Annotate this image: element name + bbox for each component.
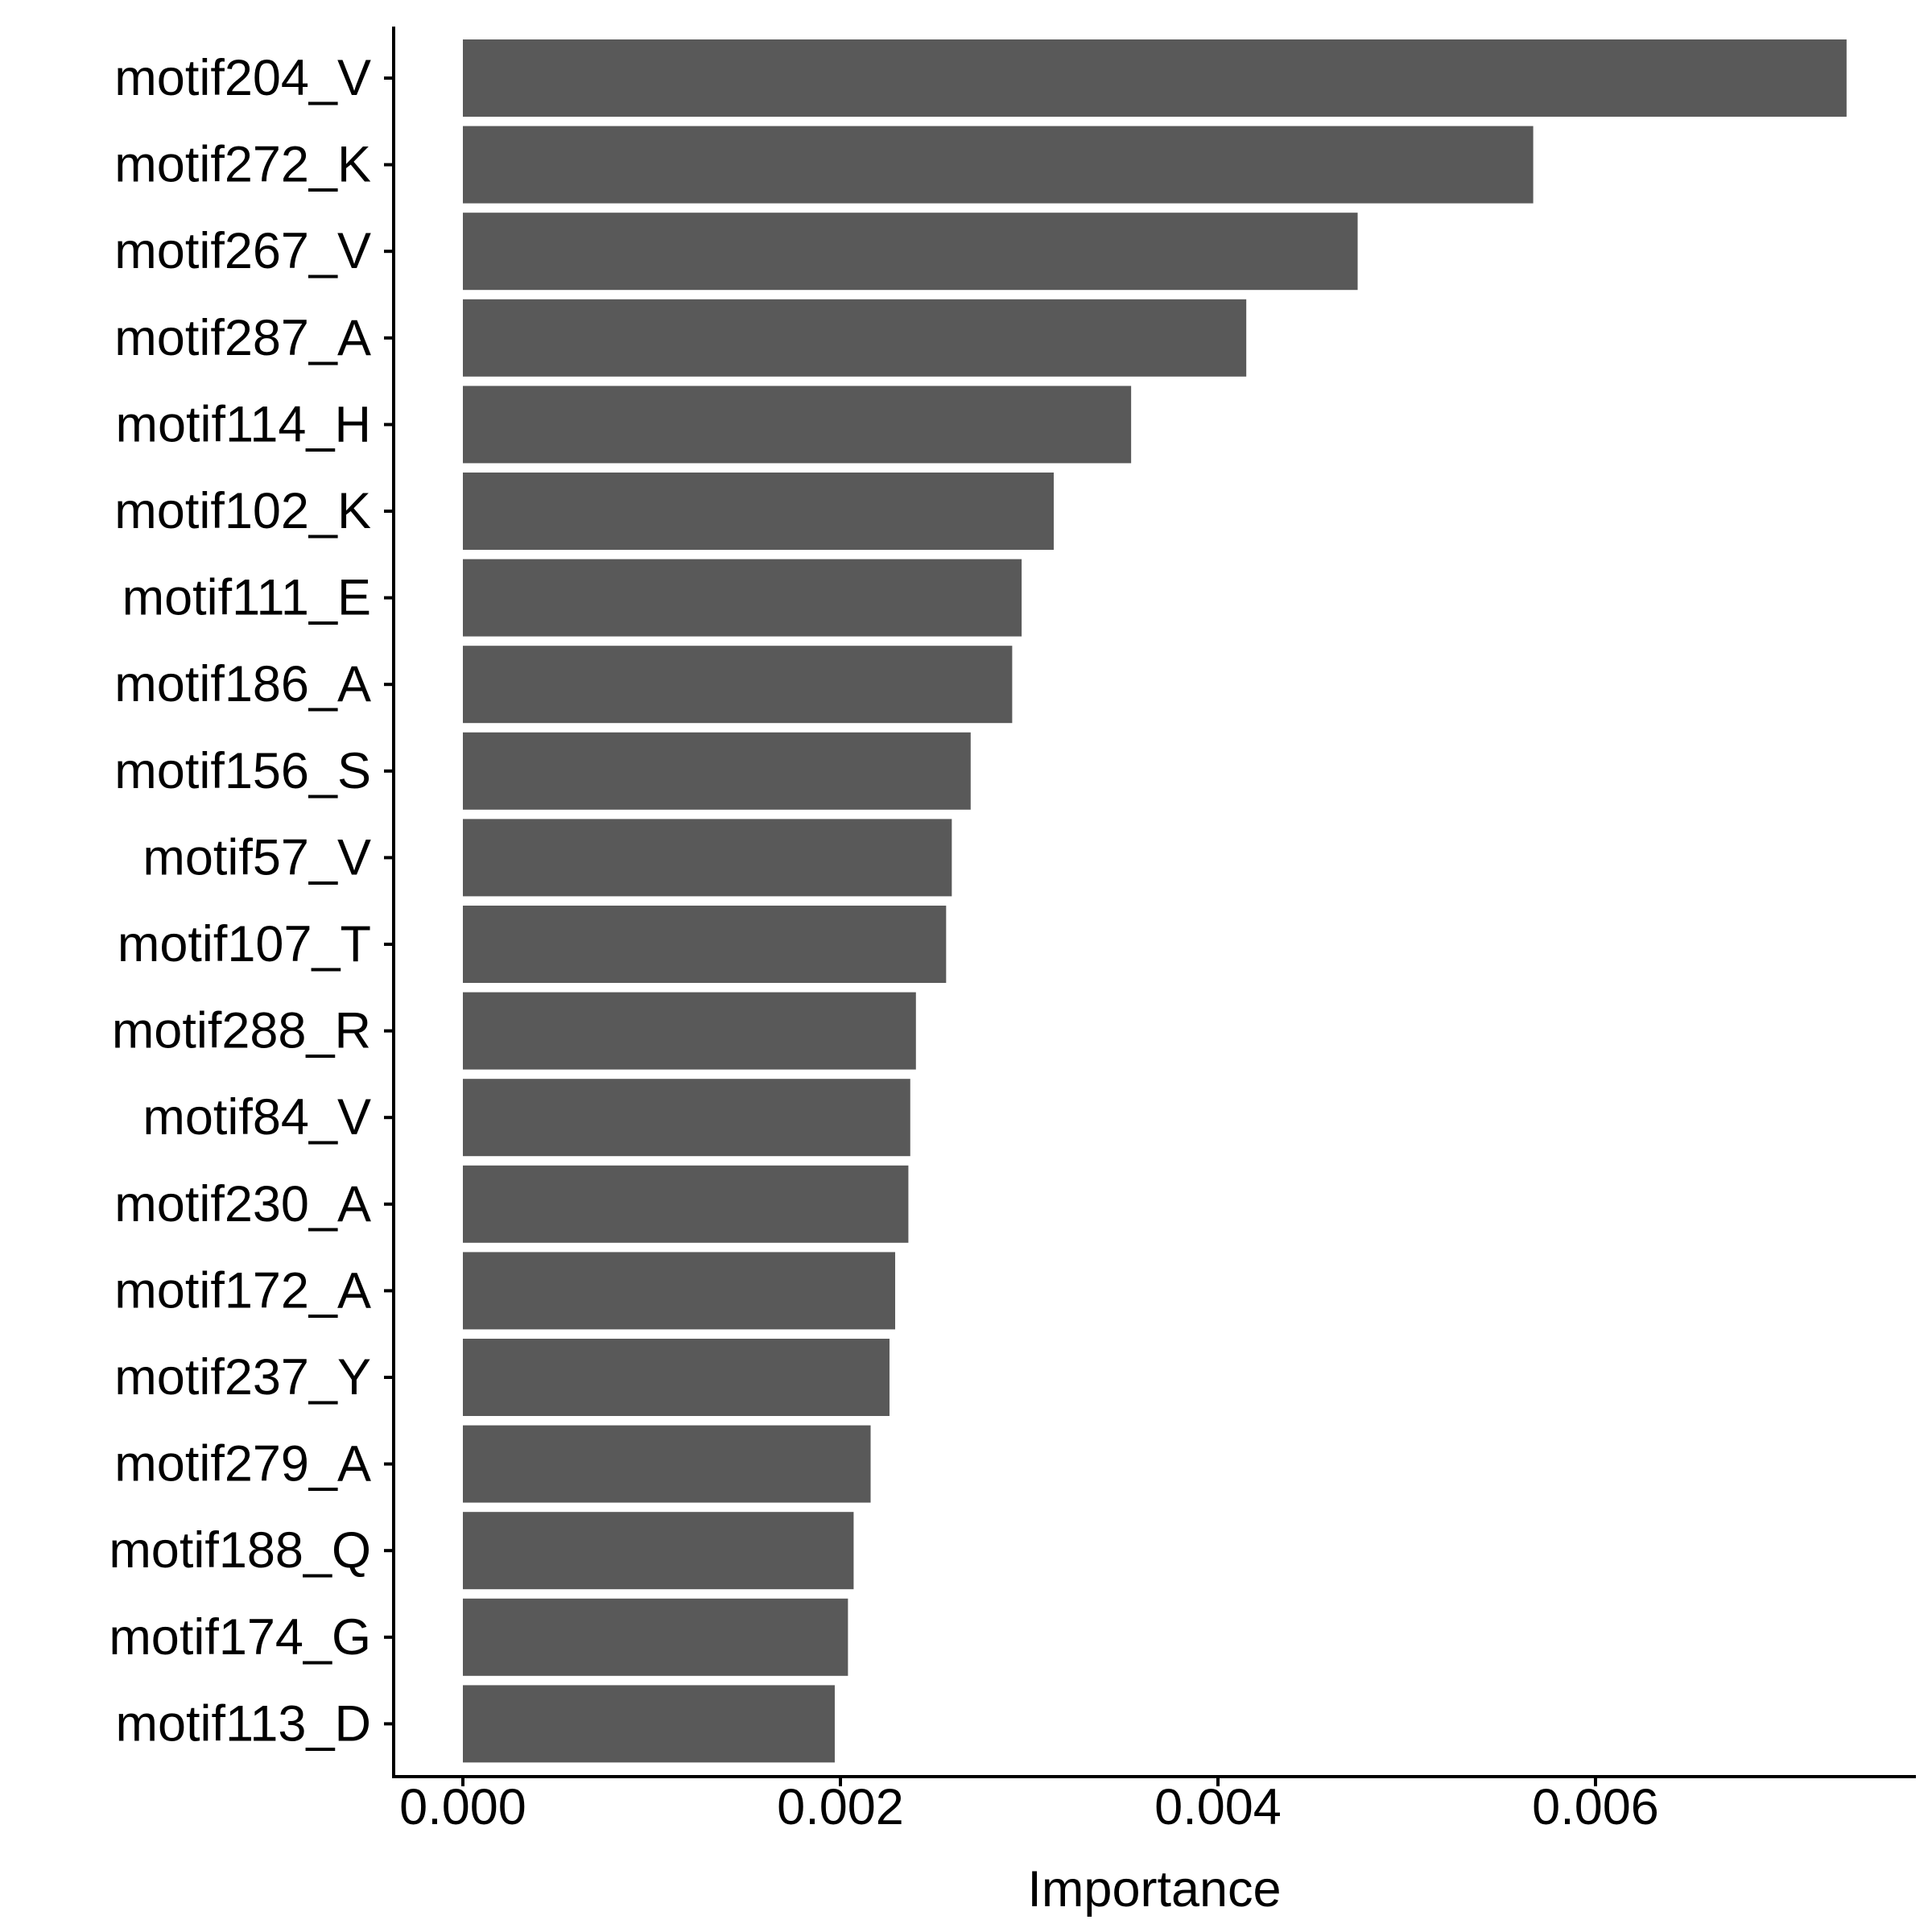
bar-motif186_A — [463, 646, 1013, 724]
y-tick-label: motif237_Y — [114, 1349, 371, 1406]
y-tick-label: motif111_E — [122, 570, 371, 626]
y-tick-label: motif84_V — [142, 1089, 371, 1146]
bar-motif188_Q — [463, 1512, 854, 1590]
y-tick-label: motif288_R — [112, 1003, 371, 1059]
bar-motif174_G — [463, 1598, 848, 1676]
bar-motif267_V — [463, 213, 1358, 291]
y-tick-label: motif114_H — [116, 396, 372, 452]
x-tick-label: 0.000 — [399, 1779, 526, 1835]
y-tick-label: motif188_Q — [109, 1522, 371, 1579]
bar-motif204_V — [463, 39, 1847, 117]
x-axis-ticks: 0.000 0.002 0.004 0.006 — [399, 1777, 1659, 1835]
y-tick-label: motif102_K — [114, 483, 371, 539]
y-tick-label: motif172_A — [114, 1262, 371, 1319]
bar-motif230_A — [463, 1165, 909, 1243]
bar-motif288_R — [463, 992, 916, 1070]
bar-motif156_S — [463, 732, 971, 810]
bar-motif113_D — [463, 1685, 835, 1763]
bars-group — [463, 39, 1847, 1763]
bar-motif111_E — [463, 559, 1022, 637]
y-tick-label: motif267_V — [114, 223, 371, 279]
y-tick-label: motif272_K — [114, 137, 371, 193]
bar-motif84_V — [463, 1079, 910, 1157]
y-tick-label: motif113_D — [116, 1695, 372, 1752]
x-tick-label: 0.002 — [777, 1779, 904, 1835]
bar-motif272_K — [463, 126, 1534, 204]
bar-motif237_Y — [463, 1339, 890, 1416]
x-tick-label: 0.004 — [1154, 1779, 1282, 1835]
y-tick-label: motif57_V — [142, 829, 371, 886]
y-tick-label: motif287_A — [114, 310, 371, 366]
x-axis-title: Importance — [1027, 1861, 1281, 1918]
y-axis-ticks: motif204_V motif272_K motif267_V motif287_A… — [109, 50, 394, 1752]
y-tick-label: motif186_A — [114, 656, 371, 712]
y-tick-label: motif156_S — [114, 743, 371, 799]
x-tick-label: 0.006 — [1532, 1779, 1659, 1835]
bar-motif57_V — [463, 819, 952, 897]
y-tick-label: motif174_G — [109, 1609, 371, 1666]
y-tick-label: motif107_T — [118, 916, 371, 972]
bar-motif172_A — [463, 1252, 896, 1330]
bar-motif279_A — [463, 1425, 871, 1503]
bar-motif102_K — [463, 473, 1054, 550]
bar-motif114_H — [463, 386, 1132, 464]
y-tick-label: motif204_V — [114, 50, 371, 106]
bar-motif107_T — [463, 906, 947, 983]
y-tick-label: motif230_A — [114, 1176, 371, 1232]
y-tick-label: motif279_A — [114, 1436, 371, 1492]
bar-motif287_A — [463, 299, 1247, 377]
